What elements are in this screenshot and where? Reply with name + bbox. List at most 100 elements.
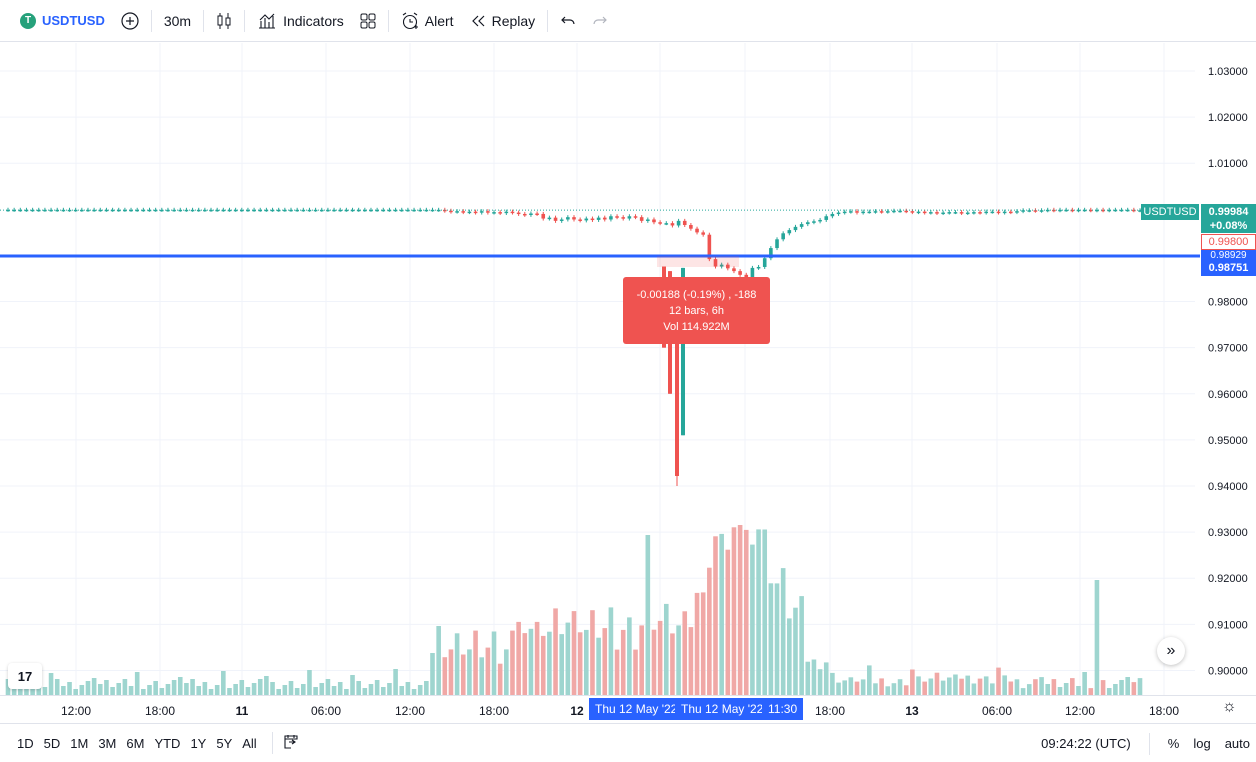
volume-bar [934,672,940,695]
volume-bar [983,676,989,695]
volume-bar [996,667,1001,695]
candle-body [479,211,484,213]
candle-body [670,223,675,226]
toolbar-divider [244,9,246,32]
volume-bar [903,685,909,695]
volume-bar [491,631,497,695]
volume-bar [762,529,768,695]
layout-button[interactable] [352,6,384,36]
volume-bar [897,679,903,695]
range-button-6m[interactable]: 6M [126,735,145,751]
candle-body [129,209,133,212]
tradingview-logo[interactable]: 17 [8,663,42,689]
replay-button[interactable]: Replay [462,6,544,36]
candle-body [590,218,595,221]
volume-bar [867,665,872,695]
volume-bar [350,675,355,695]
candle-body [929,212,933,214]
volume-bar [953,674,958,695]
range-button-5d[interactable]: 5D [43,735,61,751]
interval-button[interactable]: 30m [156,6,199,36]
utc-clock[interactable]: 09:24:22 (UTC) [1041,736,1131,751]
undo-button[interactable] [552,6,584,36]
log-scale-toggle[interactable]: log [1193,736,1211,751]
volume-bar [473,630,478,695]
candle-body [209,209,213,212]
candle-body [541,213,546,219]
volume-bar [756,529,761,695]
scroll-to-realtime-button[interactable]: » [1157,637,1185,665]
redo-button[interactable] [584,6,616,36]
candle-body [98,209,103,212]
volume-bar [1014,679,1020,695]
candle-body [350,209,355,212]
level-3-text: 0.98751 [1208,262,1249,274]
price-tick-label: 0.90000 [1208,665,1248,677]
candle-body [264,209,269,212]
range-button-ytd[interactable]: YTD [154,735,181,751]
volume-bar [547,631,552,695]
auto-scale-toggle[interactable]: auto [1224,736,1250,751]
candle-body [406,209,410,212]
volume-bar [288,681,294,695]
indicators-button[interactable]: Indicators [249,6,352,36]
candle-body [522,213,527,216]
volume-bar [1045,684,1051,695]
volume-bar [534,621,540,695]
level-2-tag: 0.98929 [1201,250,1256,261]
price-chart[interactable]: 1.030001.020001.010000.990000.980000.970… [0,43,1256,695]
grid-layout-icon [360,13,376,28]
spike-body [675,278,679,476]
candle-body [799,224,804,227]
gear-icon: ☼ [1222,698,1237,715]
volume-bar [399,686,405,695]
range-button-all[interactable]: All [242,735,257,751]
alert-button[interactable]: Alert [393,6,462,36]
double-chevron-right-icon: » [1166,642,1176,659]
range-button-1y[interactable]: 1Y [190,735,207,751]
volume-bar [571,611,577,695]
candle-body [842,211,847,214]
volume-bar [842,680,847,695]
interval-label: 30m [163,12,192,29]
time-tick-label: 18:00 [144,704,176,718]
candle-body [387,209,392,212]
candle-body [399,209,404,212]
volume-bar [540,635,546,695]
volume-bar [24,688,29,695]
volume-bar [165,684,171,695]
volume-bar [596,637,601,695]
time-axis[interactable]: 12:00 18:00 11 06:00 12:00 18:00 12 18:00 13 06:0… [0,695,1256,723]
candle-body [1125,209,1130,212]
chart-pane[interactable]: 1.030001.020001.010000.990000.980000.970… [0,43,1256,695]
volume-bar [227,688,232,695]
volume-bar [1076,686,1081,695]
range-button-1m[interactable]: 1M [70,735,89,751]
volume-bar [830,672,835,695]
range-button-1d[interactable]: 1D [17,735,34,751]
chart-settings-button[interactable]: ☼ [1222,698,1237,716]
volume-bar [639,625,644,695]
volume-bar [682,611,688,695]
volume-bar [1008,681,1014,695]
range-button-5y[interactable]: 5Y [216,735,233,751]
candle-body [824,216,829,220]
candle-body [855,211,859,213]
candle-body [504,211,509,214]
percent-scale-toggle[interactable]: % [1167,736,1180,751]
volume-bar [196,686,202,695]
chart-type-button[interactable] [208,6,240,36]
price-tick-label: 0.98000 [1208,297,1248,309]
price-tick-label: 0.95000 [1208,435,1248,447]
symbol-search-button[interactable]: T USDTUSD [12,6,113,36]
volume-bar [116,683,122,695]
volume-bar [190,679,195,695]
volume-bar [319,683,325,695]
candle-body [381,209,386,212]
goto-date-button[interactable] [283,734,299,753]
range-button-3m[interactable]: 3M [98,735,117,751]
compare-symbol-button[interactable] [113,6,147,36]
candle-body [369,209,373,212]
volume-bar [436,626,441,695]
volume-bar [467,649,472,695]
